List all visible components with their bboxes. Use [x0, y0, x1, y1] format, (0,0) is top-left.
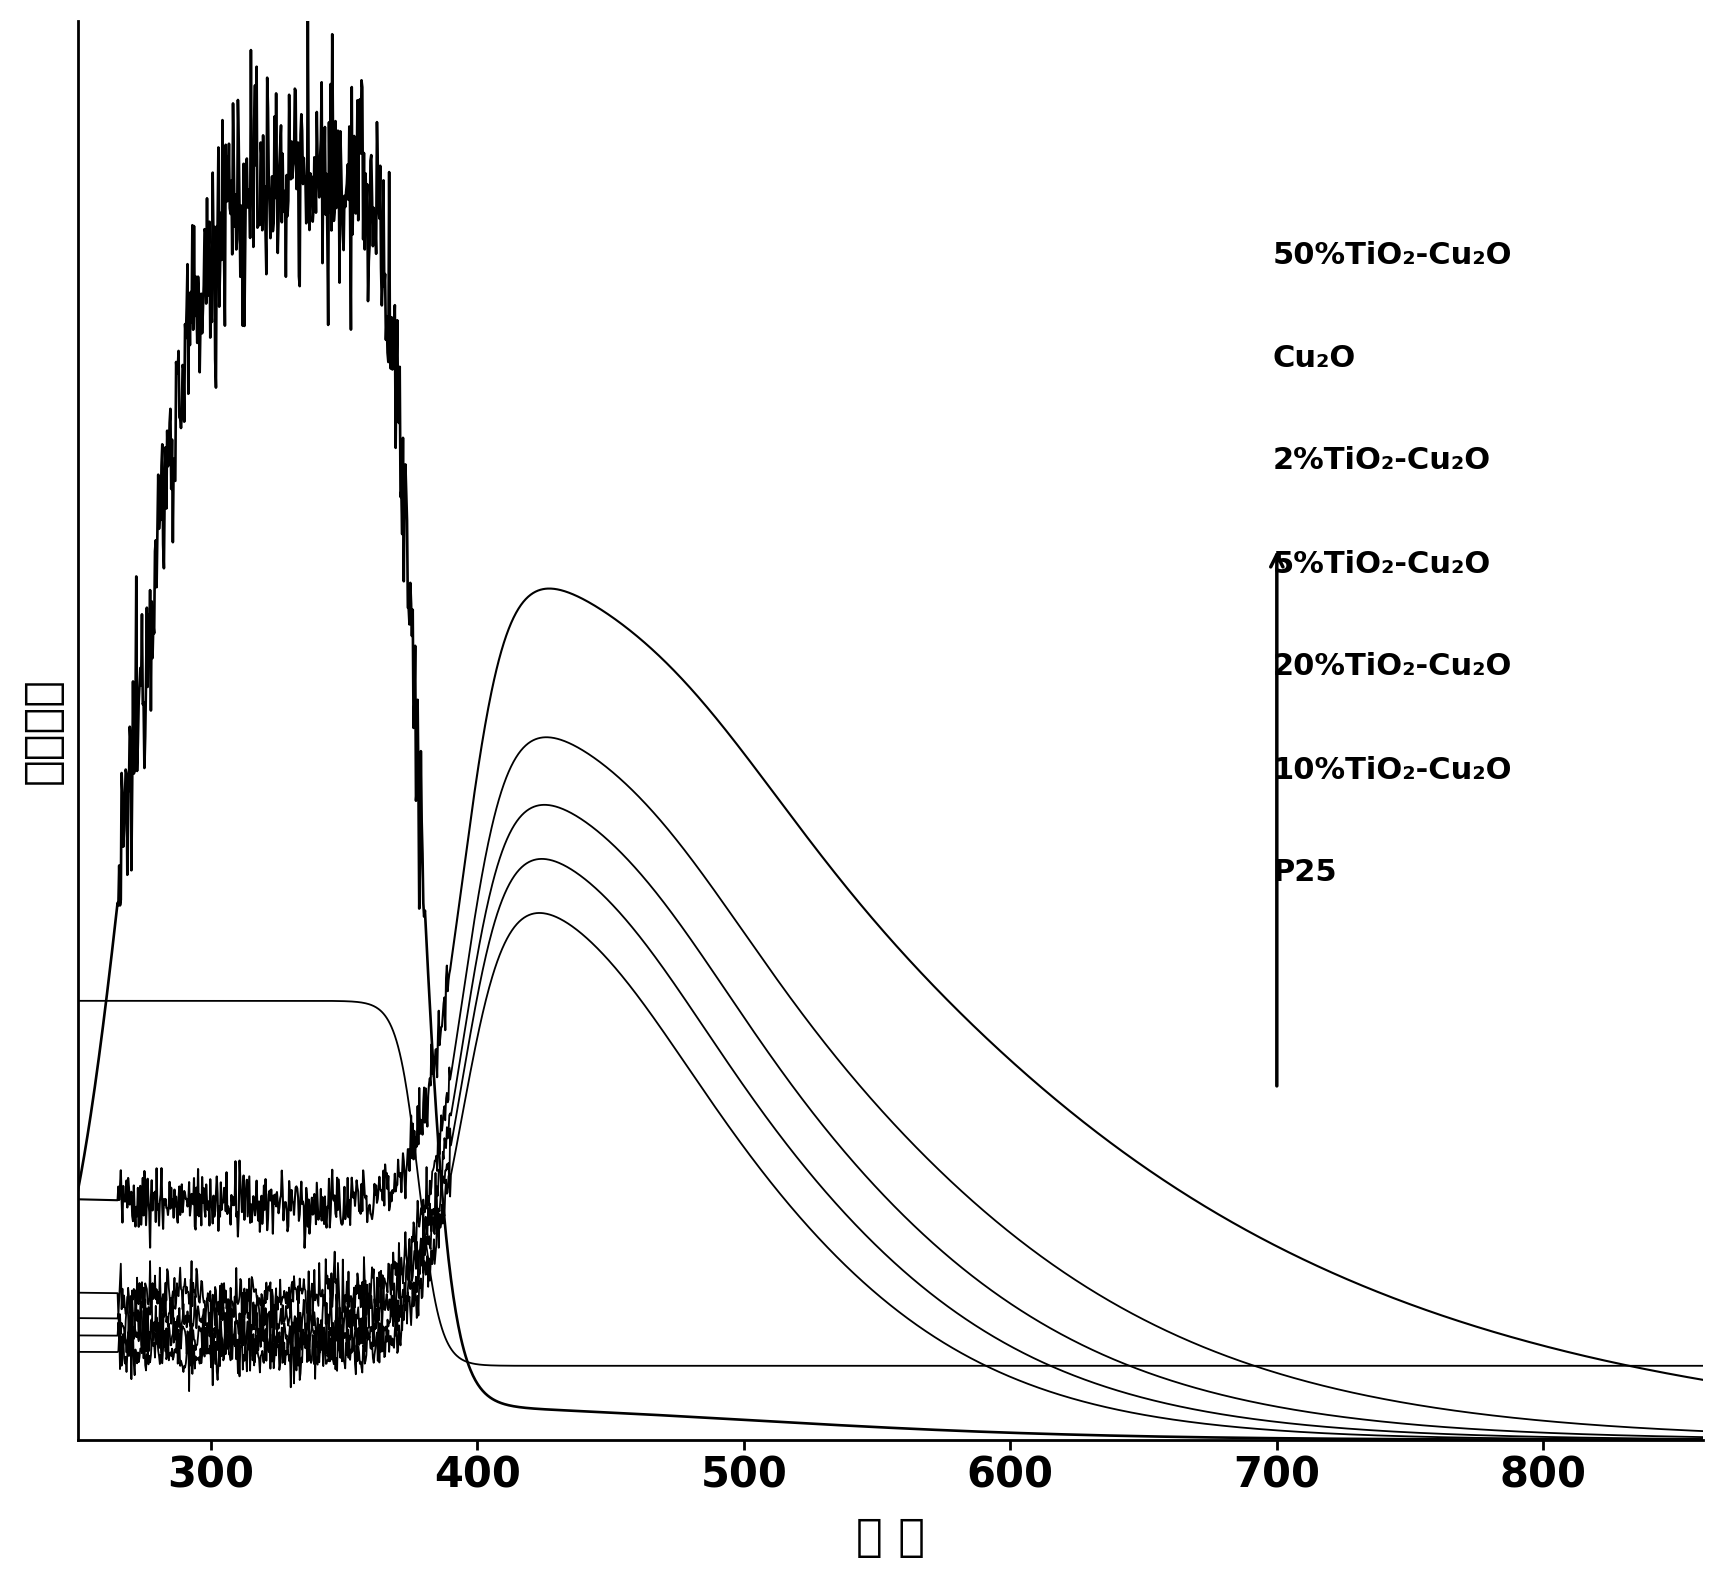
Text: 20%TiO₂-Cu₂O: 20%TiO₂-Cu₂O [1272, 653, 1511, 681]
Text: 5%TiO₂-Cu₂O: 5%TiO₂-Cu₂O [1272, 550, 1490, 578]
Text: 10%TiO₂-Cu₂O: 10%TiO₂-Cu₂O [1272, 755, 1511, 785]
Text: 2%TiO₂-Cu₂O: 2%TiO₂-Cu₂O [1272, 446, 1490, 476]
Y-axis label: 吸收强度: 吸收强度 [21, 676, 64, 784]
Text: 50%TiO₂-Cu₂O: 50%TiO₂-Cu₂O [1272, 240, 1511, 270]
Text: Cu₂O: Cu₂O [1272, 344, 1354, 373]
X-axis label: 波 长: 波 长 [855, 1517, 925, 1559]
Text: P25: P25 [1272, 858, 1337, 886]
